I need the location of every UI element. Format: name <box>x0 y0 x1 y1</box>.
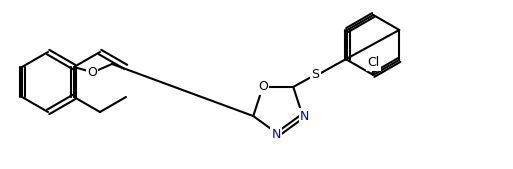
Text: S: S <box>311 68 319 81</box>
Text: O: O <box>258 80 268 93</box>
Text: N: N <box>300 110 309 123</box>
Text: Cl: Cl <box>367 56 380 69</box>
Text: O: O <box>87 66 97 78</box>
Text: N: N <box>271 127 281 140</box>
